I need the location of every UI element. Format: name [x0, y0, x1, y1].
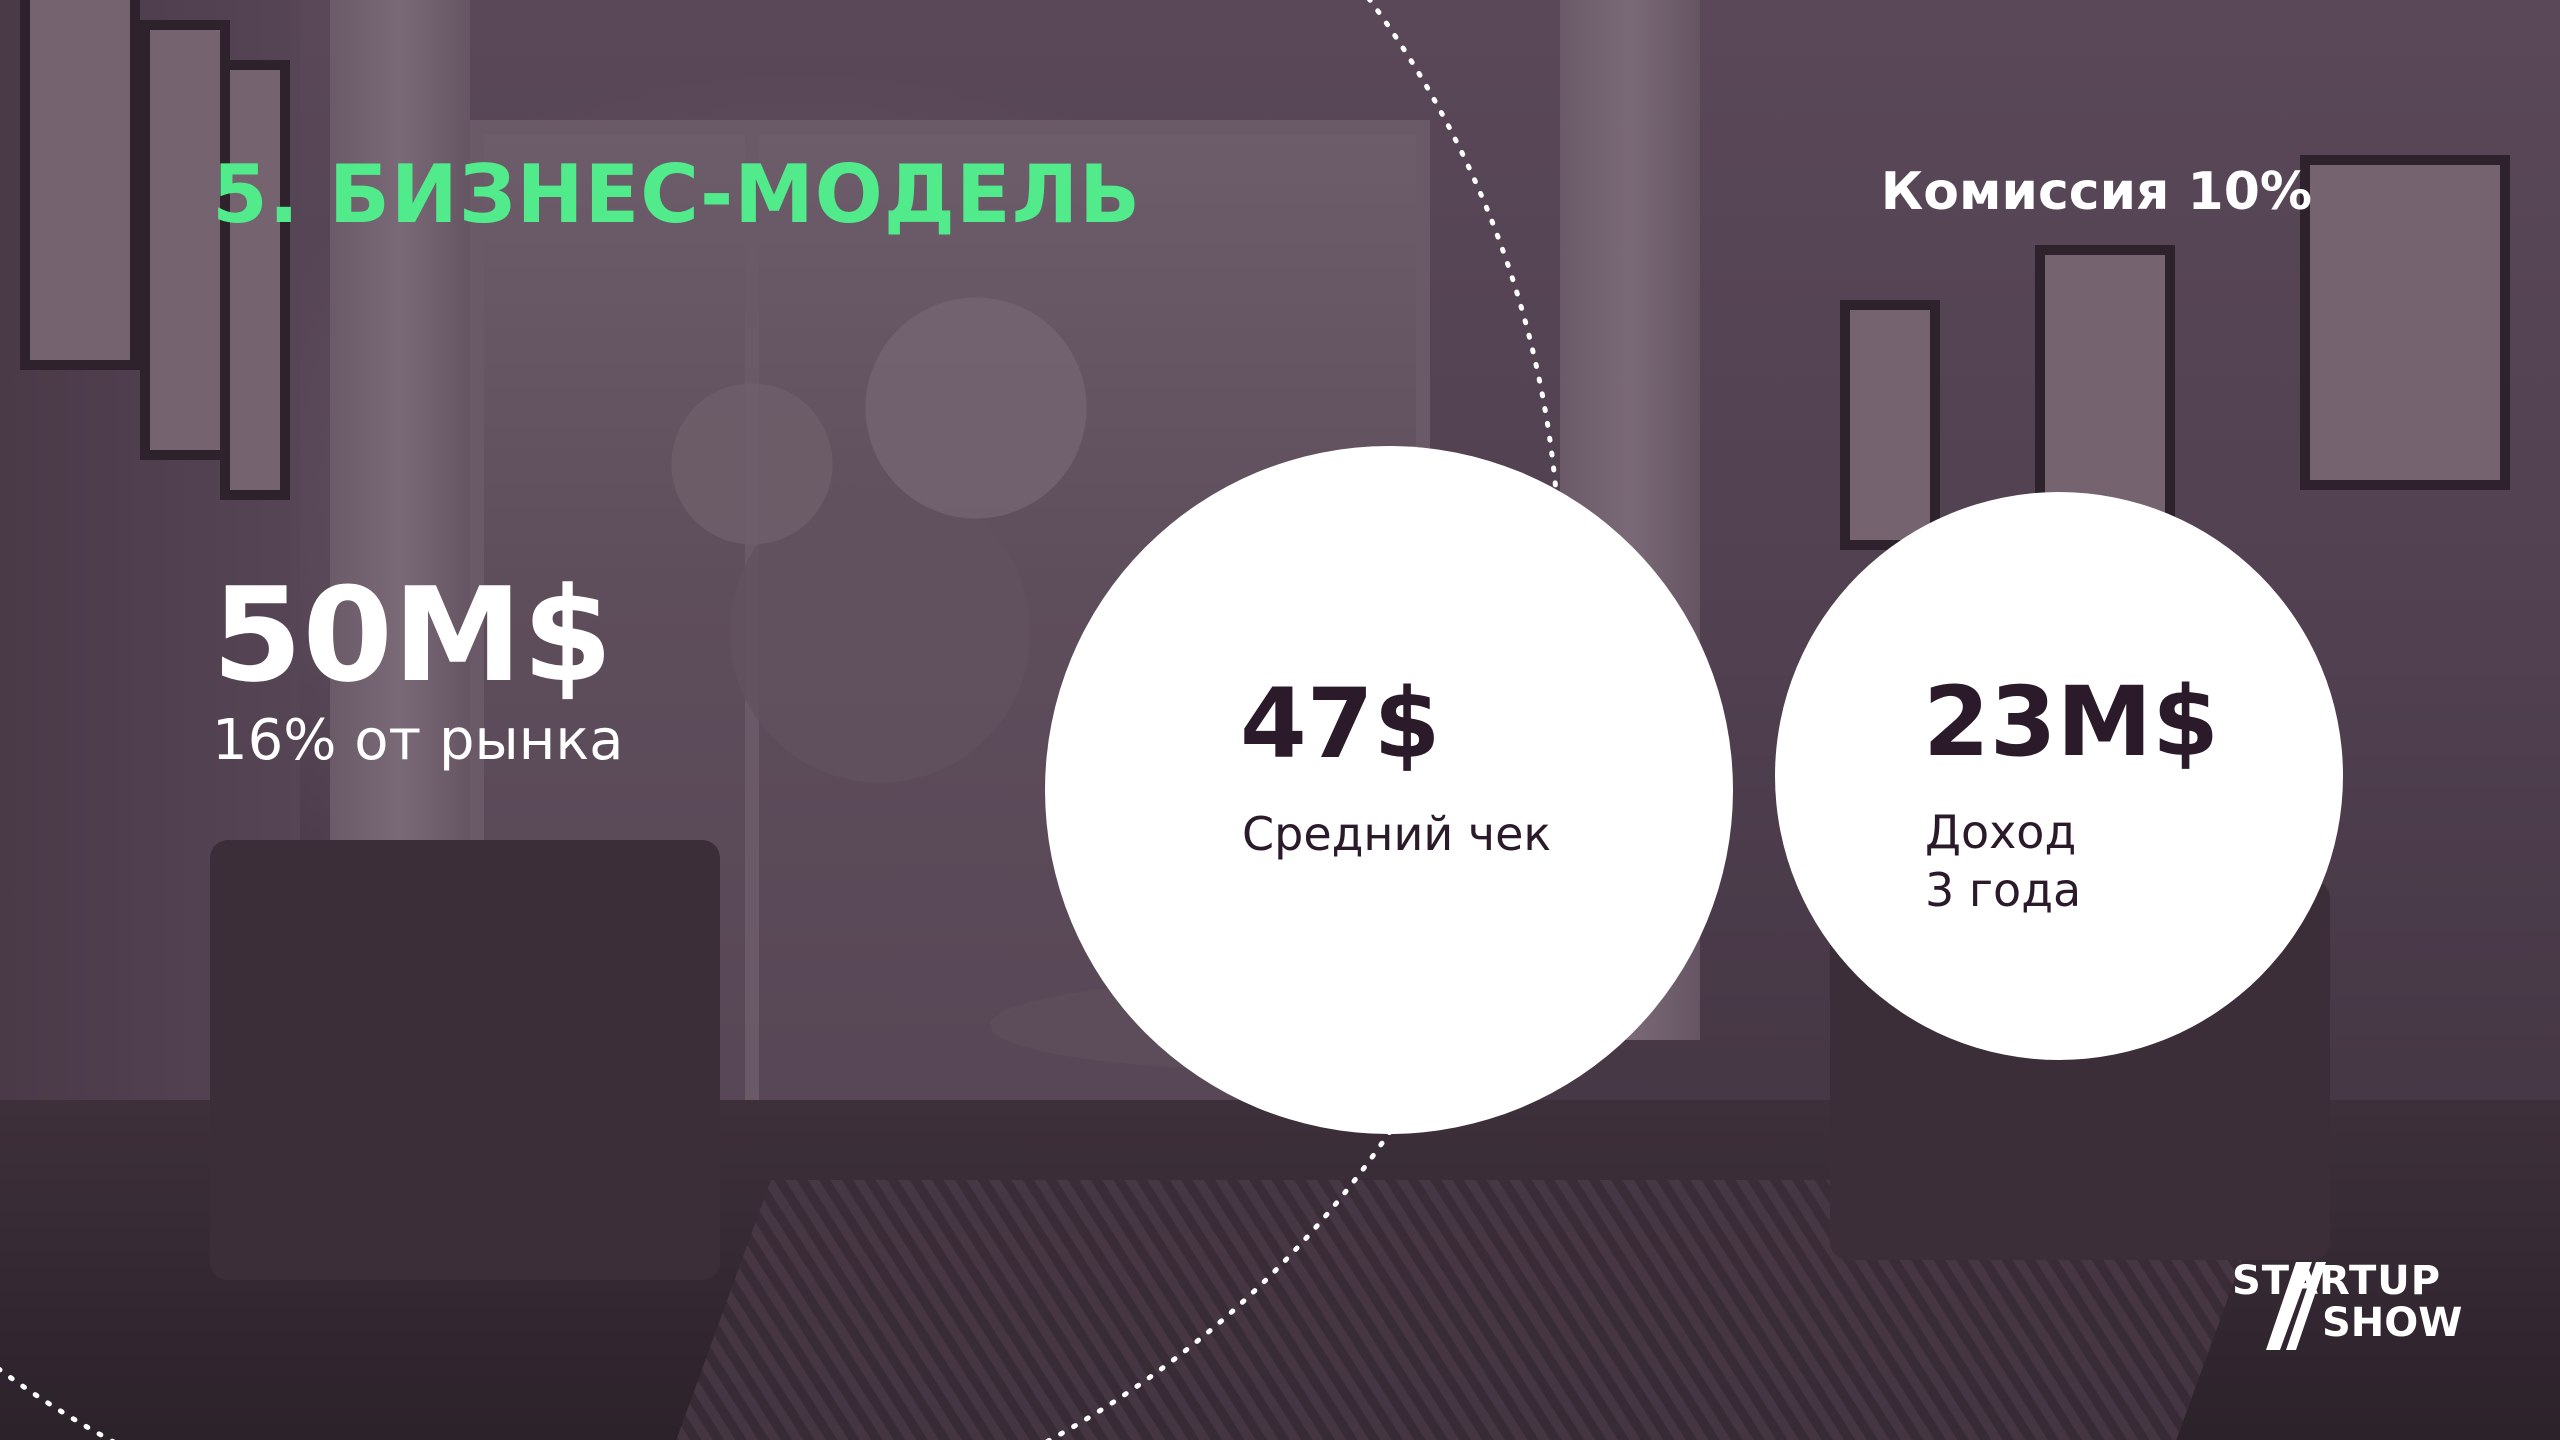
slide-title: 5. БИЗНЕС-МОДЕЛЬ: [212, 148, 1142, 241]
market-share: 16% от рынка: [212, 708, 624, 773]
picture-frame: [2300, 155, 2510, 490]
armchair-left: [210, 840, 720, 1280]
income-label: Доход 3 года: [1925, 805, 2082, 917]
startup-show-logo: STARTUP SHOW: [2230, 1258, 2462, 1350]
market-value: 50M$: [212, 559, 613, 711]
market-size: 50M$ 16% от рынка: [212, 570, 623, 773]
average-check-value: 47$: [1240, 668, 1441, 780]
logo-line1: STARTUP: [2232, 1258, 2442, 1304]
income-value: 23M$: [1923, 666, 2219, 778]
picture-frame: [20, 0, 140, 370]
commission-label: Комиссия 10%: [1880, 162, 2312, 222]
picture-frame: [1840, 300, 1940, 550]
picture-frame: [220, 60, 290, 500]
average-check-label: Средний чек: [1242, 807, 1552, 861]
logo-slash-icon: [2266, 1262, 2326, 1350]
logo-line2: SHOW: [2322, 1300, 2463, 1346]
picture-frame: [2035, 245, 2175, 535]
average-check-circle: 47$ Средний чек: [1045, 446, 1733, 1134]
income-circle: 23M$ Доход 3 года: [1775, 492, 2343, 1060]
